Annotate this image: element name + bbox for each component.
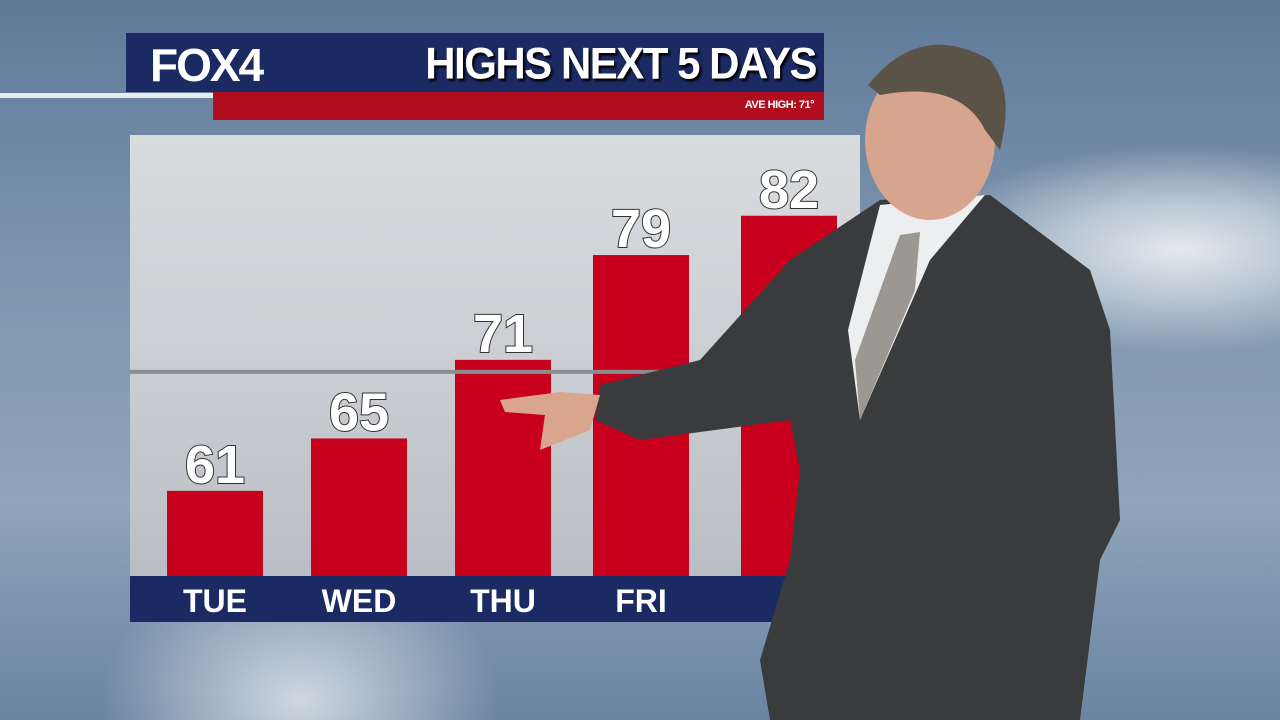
bar-thu <box>455 359 551 576</box>
day-label: TUE <box>183 583 247 619</box>
bar-tue <box>167 490 263 576</box>
value-label: 71 <box>473 304 533 364</box>
value-label: 65 <box>329 382 389 442</box>
chart-title: HIGHS NEXT 5 DAYS <box>425 38 817 89</box>
bar-wed <box>311 438 407 576</box>
fox4-logo: FOX4 <box>150 39 264 91</box>
average-high-label: AVE HIGH: 71° <box>744 99 815 111</box>
value-label: 82 <box>759 160 819 220</box>
header-bar <box>126 33 824 92</box>
bar-fri <box>593 255 689 577</box>
value-label: 61 <box>185 435 245 495</box>
subtitle-bar <box>213 92 824 120</box>
accent-line <box>0 93 213 98</box>
day-label: WED <box>322 583 397 619</box>
day-label: S <box>778 583 799 619</box>
bar-s <box>741 215 837 576</box>
day-label: FRI <box>615 583 667 619</box>
value-label: 79 <box>611 199 671 259</box>
day-label: THU <box>470 583 536 619</box>
